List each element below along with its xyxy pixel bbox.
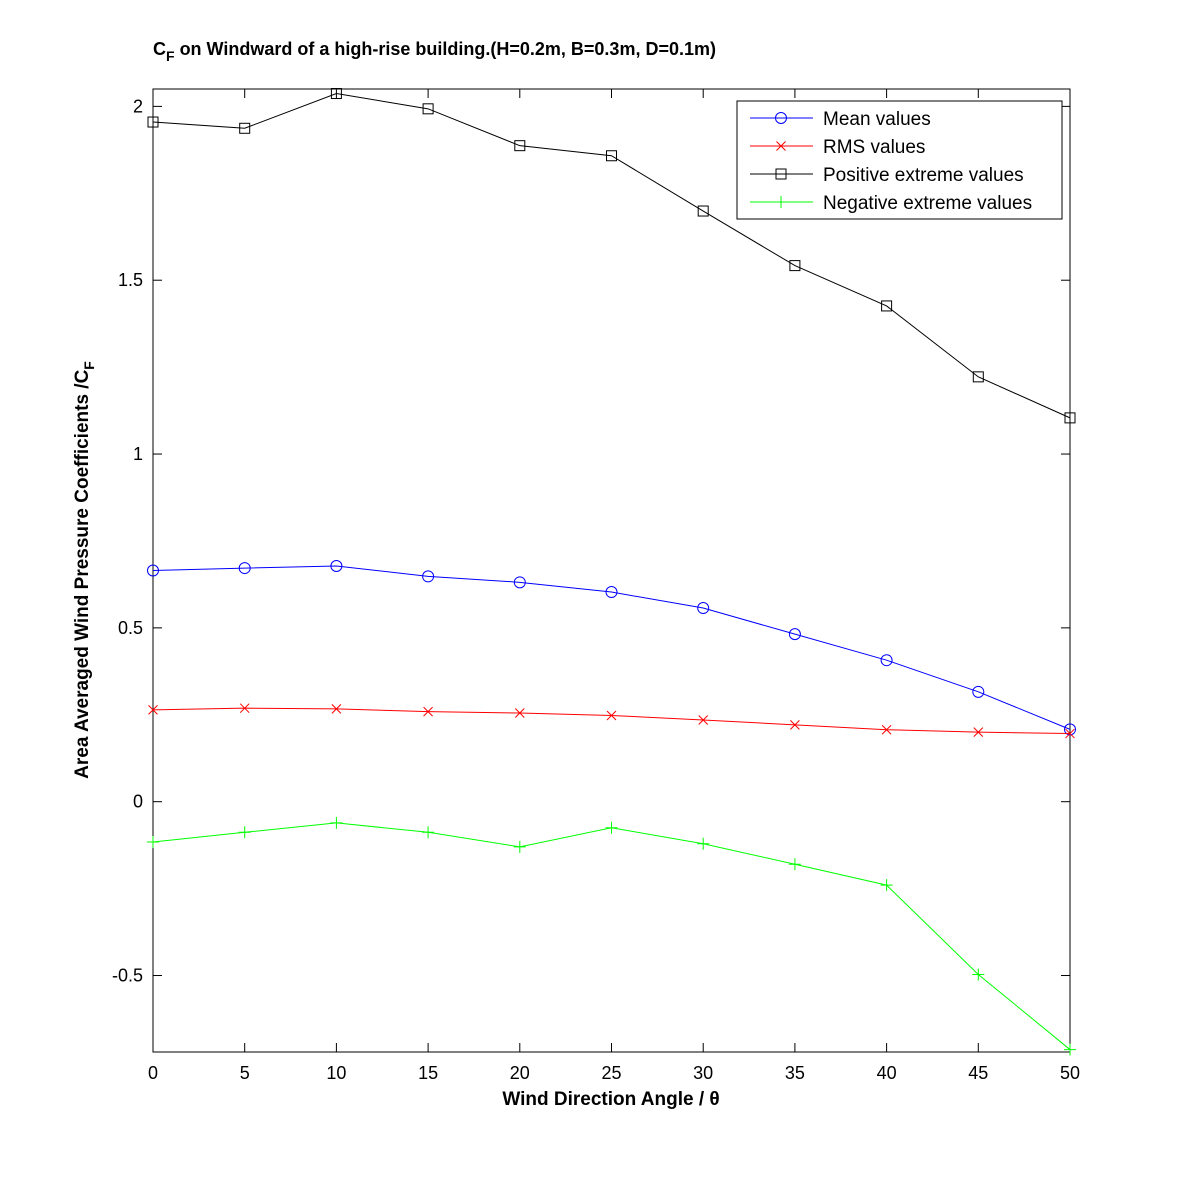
y-tick-label: 1.5 [118,270,143,290]
data-point [239,122,251,134]
y-axis-label-main: Area Averaged Wind Pressure Coefficients… [72,369,93,778]
legend-entry: Mean values [750,109,931,130]
data-point [697,602,710,615]
chart-title-subscript: F [166,48,175,64]
x-tick-label: 5 [240,1063,250,1083]
data-point [697,837,710,850]
data-point [148,705,158,715]
data-point [147,836,159,849]
x-tick-label: 30 [693,1063,713,1083]
x-tick-label: 40 [877,1063,897,1083]
x-tick-label: 35 [785,1063,805,1083]
data-point [147,564,159,577]
data-point [147,116,159,128]
series-square [147,88,1076,424]
data-point [422,103,434,115]
chart-title-rest: on Windward of a high-rise building.(H=0… [175,39,716,59]
data-point [1064,412,1076,424]
data-point [423,706,433,717]
legend-marker [775,196,787,208]
data-point [422,570,435,583]
legend-marker [776,141,786,151]
data-point [331,704,342,714]
x-tick-label: 20 [510,1063,530,1083]
legend-entry: Positive extreme values [750,165,1024,186]
x-tick-label: 45 [968,1063,988,1083]
data-point [972,685,985,698]
data-point [790,720,800,730]
legend-label: Mean values [823,109,931,130]
data-point [697,205,709,217]
data-point [880,654,893,667]
legend-marker [775,168,787,180]
legend-entry: RMS values [750,137,925,158]
series-x [148,703,1075,739]
y-axis-label: Area Averaged Wind Pressure Coefficients… [72,361,97,779]
y-axis-label-subscript: F [81,361,97,370]
data-point [238,562,251,575]
data-point [881,300,893,312]
series-plus [147,816,1076,1056]
data-point [972,371,984,383]
legend-box [736,100,1063,220]
data-point [514,708,525,718]
legend-marker [775,112,787,124]
data-point [1064,723,1076,736]
data-point [513,840,526,853]
legend-label: RMS values [823,137,925,158]
data-point [514,140,526,152]
data-point [698,715,709,725]
series-layer [147,88,1076,1056]
data-point [422,826,435,839]
y-tick-label: 0.5 [118,618,143,638]
legend-label: Negative extreme values [823,193,1032,214]
data-point [606,710,617,721]
data-point [330,816,343,829]
data-point [606,150,617,162]
data-point [788,858,801,871]
data-point [1064,1043,1076,1056]
data-point [513,576,526,589]
y-tick-label: 1 [133,444,143,464]
series-line [152,565,1071,730]
data-point [605,586,618,599]
x-tick-label: 10 [326,1063,346,1083]
y-tick-label: -0.5 [112,966,143,986]
chart-title: CF on Windward of a high-rise building.(… [153,39,716,64]
data-point [605,821,618,834]
legend: Mean values RMS values Positive extreme va… [736,100,1063,220]
data-point [972,968,985,981]
data-point [788,628,801,641]
data-point [1065,728,1075,739]
x-tick-label: 15 [418,1063,438,1083]
data-point [880,879,893,892]
x-tick-label: 0 [148,1063,158,1083]
y-axis: -0.5 0 0.5 1 1.5 2 [112,96,1070,986]
legend-entry: Negative extreme values [750,193,1032,214]
data-point [239,703,250,714]
y-tick-label: 0 [133,792,143,812]
x-axis: 0 5 10 15 20 25 30 35 40 45 50 [148,89,1080,1083]
legend-label: Positive extreme values [823,165,1024,186]
data-point [238,826,251,839]
data-point [330,559,343,572]
data-point [330,88,342,100]
data-point [789,260,801,272]
data-point [881,724,892,735]
x-tick-label: 50 [1060,1063,1080,1083]
series-circle [147,559,1076,736]
x-axis-label: Wind Direction Angle / θ [502,1089,719,1110]
series-line [152,93,1071,419]
y-tick-label: 2 [133,96,143,116]
chart-title-main: C [153,39,166,59]
x-tick-label: 25 [601,1063,621,1083]
data-point [973,727,984,738]
